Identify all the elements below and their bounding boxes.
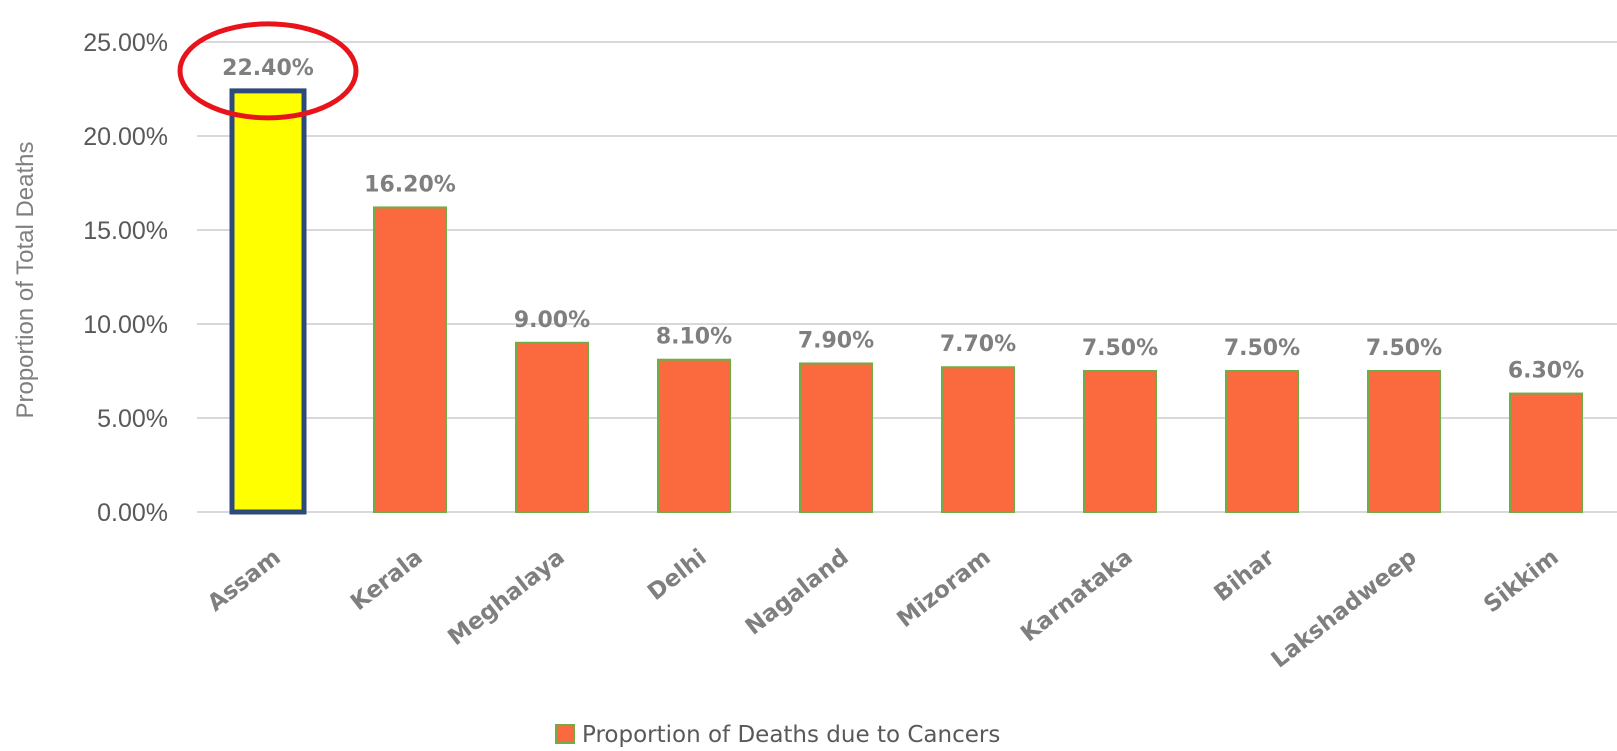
bars [229, 88, 1583, 515]
category-label-nagaland: Nagaland [741, 544, 854, 640]
highlight-annotation [177, 21, 359, 121]
legend-label: Proportion of Deaths due to Cancers [582, 722, 1000, 748]
bar-nagaland [799, 362, 873, 514]
bar-mizoram [941, 366, 1015, 513]
data-label-bihar: 7.50% [1224, 336, 1300, 361]
y-tick-label: 25.00% [83, 29, 168, 57]
bar-bihar [1225, 370, 1299, 513]
data-label-nagaland: 7.90% [798, 328, 874, 353]
y-tick-label: 20.00% [83, 123, 168, 151]
bar-assam [229, 88, 307, 515]
data-label-kerala: 16.20% [364, 172, 456, 197]
bar-meghalaya [515, 341, 589, 513]
data-label-karnataka: 7.50% [1082, 336, 1158, 361]
y-tick-label: 15.00% [83, 217, 168, 245]
data-label-meghalaya: 9.00% [514, 308, 590, 333]
category-label-delhi: Delhi [643, 544, 712, 606]
legend: Proportion of Deaths due to Cancers [555, 722, 1000, 748]
y-tick-label: 10.00% [83, 311, 168, 339]
category-labels: Assam Kerala Meghalaya Delhi Nagaland Mizoram… [203, 544, 1564, 674]
category-label-bihar: Bihar [1210, 544, 1281, 607]
data-label-sikkim: 6.30% [1508, 359, 1584, 384]
category-label-karnataka: Karnataka [1016, 544, 1138, 647]
category-label-assam: Assam [203, 544, 286, 617]
bar-sikkim [1509, 392, 1583, 513]
bar-lakshadweep [1367, 370, 1441, 513]
bar-karnataka [1083, 370, 1157, 513]
data-label-delhi: 8.10% [656, 325, 732, 350]
bar-kerala [373, 206, 447, 513]
y-tick-label: 5.00% [97, 405, 168, 433]
data-labels: 22.40% 16.20% 9.00% 8.10% 7.90% 7.70% 7.50% 7.5… [222, 56, 1584, 384]
category-label-lakshadweep: Lakshadweep [1267, 544, 1422, 673]
y-axis-ticks: 0.00% 5.00% 10.00% 15.00% 20.00% 25.00% [83, 29, 168, 527]
legend-swatch [555, 724, 575, 744]
category-label-mizoram: Mizoram [892, 544, 995, 633]
y-tick-label: 0.00% [97, 499, 168, 527]
category-label-sikkim: Sikkim [1479, 544, 1563, 618]
data-label-mizoram: 7.70% [940, 332, 1016, 357]
bar-delhi [657, 358, 731, 513]
category-label-kerala: Kerala [346, 544, 428, 616]
category-label-meghalaya: Meghalaya [443, 544, 569, 651]
data-label-assam: 22.40% [222, 56, 314, 81]
y-axis-title: Proportion of Total Deaths [12, 141, 39, 418]
data-label-lakshadweep: 7.50% [1366, 336, 1442, 361]
highlight-circle [177, 21, 359, 121]
